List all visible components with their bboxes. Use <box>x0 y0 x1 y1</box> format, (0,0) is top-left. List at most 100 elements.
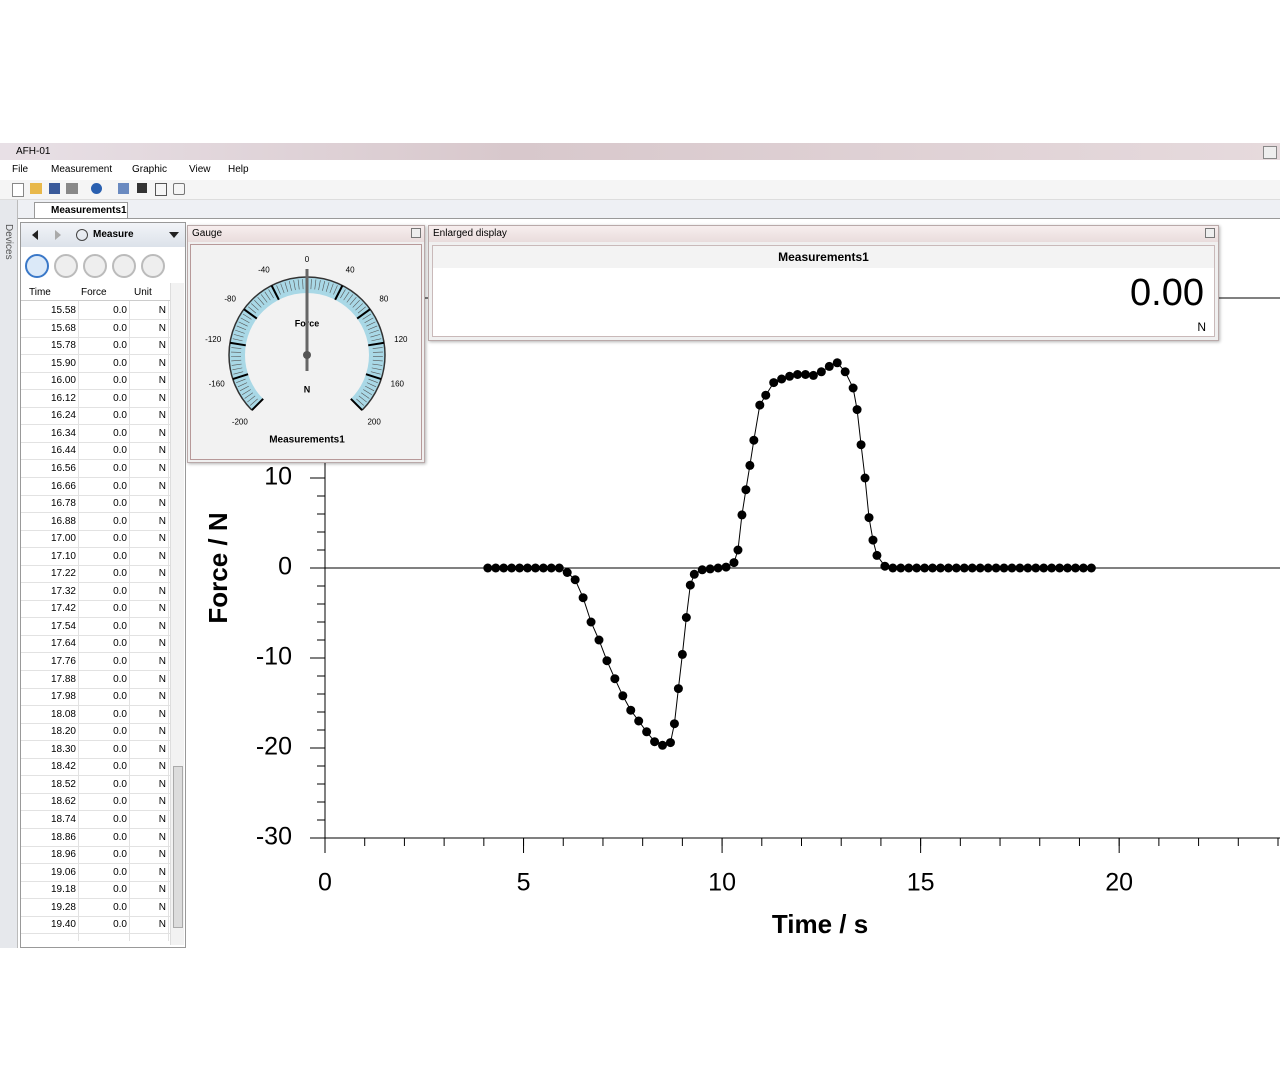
data-point <box>578 593 588 603</box>
scrollbar[interactable] <box>170 283 184 945</box>
tab[interactable]: Measurements1 <box>34 202 128 218</box>
data-point <box>499 563 509 573</box>
row-rule <box>21 880 171 882</box>
hand-button[interactable] <box>112 254 136 278</box>
gauge-minor-tick <box>280 283 285 294</box>
data-point <box>785 371 795 381</box>
data-point <box>634 716 644 726</box>
data-point <box>872 550 882 560</box>
table-cell: 19.40 <box>50 919 76 931</box>
data-point <box>1031 563 1041 573</box>
play-button[interactable] <box>25 254 49 278</box>
menu-item[interactable]: File <box>12 164 29 175</box>
close-button[interactable] <box>411 228 421 238</box>
data-point <box>1086 563 1096 573</box>
table-cell: 16.88 <box>50 515 76 527</box>
row-rule <box>21 459 171 461</box>
data-point <box>610 674 620 684</box>
gauge-minor-tick <box>318 280 321 291</box>
table-cell: 16.24 <box>50 410 76 422</box>
data-point <box>808 370 818 380</box>
column-header: Time <box>29 287 51 298</box>
table-cell: N <box>158 427 166 439</box>
gauge-tick <box>270 285 280 301</box>
data-point <box>697 565 707 575</box>
gauge-minor-tick <box>368 378 378 383</box>
data-point <box>1055 563 1065 573</box>
gauge-minor-tick <box>257 297 265 306</box>
gauge-tick-label: 0 <box>305 255 310 264</box>
data-point <box>840 367 850 377</box>
gauge-tick-label: 80 <box>379 294 388 303</box>
table-cell: N <box>158 726 166 738</box>
gauge-minor-tick <box>238 321 248 327</box>
gauge-minor-tick <box>366 321 376 327</box>
data-point <box>975 563 985 573</box>
row-rule <box>21 441 171 443</box>
table-cell: 0.0 <box>113 831 127 843</box>
table-cell: N <box>158 620 166 632</box>
close-button[interactable] <box>1263 146 1277 159</box>
y-tick-label: 10 <box>264 463 292 491</box>
settings-button[interactable] <box>141 254 165 278</box>
menu-item[interactable]: View <box>189 164 211 175</box>
gauge-minor-tick <box>365 385 375 392</box>
data-point <box>943 563 953 573</box>
menu-item[interactable]: Help <box>228 164 249 175</box>
data-point <box>1023 563 1033 573</box>
window-title: AFH-01 <box>16 146 51 157</box>
gauge-minor-tick <box>362 313 372 320</box>
gauge-minor-tick <box>248 306 257 314</box>
tool-icon[interactable] <box>173 183 185 195</box>
tool-icon[interactable] <box>30 183 42 194</box>
next-button[interactable] <box>55 230 61 240</box>
gauge-minor-tick <box>369 329 379 334</box>
data-point <box>733 545 743 555</box>
data-point <box>546 563 556 573</box>
gauge-minor-tick <box>231 359 242 362</box>
data-point <box>904 563 914 573</box>
sidebar-label[interactable]: Devices <box>3 224 14 260</box>
gauge-tick <box>368 341 385 347</box>
table-cell: 0.0 <box>113 673 127 685</box>
tool-icon[interactable] <box>137 183 147 193</box>
tool-icon[interactable] <box>12 183 24 197</box>
table-cell: 16.56 <box>50 462 76 474</box>
scroll-thumb[interactable] <box>173 766 183 928</box>
table-cell: 18.86 <box>50 831 76 843</box>
tool-icon[interactable] <box>49 183 60 194</box>
table-cell: 0.0 <box>113 691 127 703</box>
table-cell: 18.42 <box>50 761 76 773</box>
data-point <box>999 563 1009 573</box>
tool-icon[interactable] <box>66 183 78 194</box>
data-point <box>935 563 945 573</box>
close-button[interactable] <box>1205 228 1215 238</box>
gauge-minor-tick <box>325 282 330 292</box>
row-rule <box>21 810 171 812</box>
table-cell: 18.74 <box>50 813 76 825</box>
pause-button[interactable] <box>54 254 78 278</box>
tool-icon[interactable] <box>118 183 129 194</box>
table-cell: 0.0 <box>113 778 127 790</box>
column-header: Force <box>81 287 107 298</box>
table-cell: 0.0 <box>113 357 127 369</box>
table-cell: 17.76 <box>50 656 76 667</box>
prev-button[interactable] <box>32 230 38 240</box>
data-point <box>713 563 723 573</box>
gauge-tick-label: 160 <box>391 379 405 388</box>
mode-label[interactable]: Measure <box>93 229 134 240</box>
mode-dropdown[interactable] <box>169 232 179 238</box>
stop-button[interactable] <box>83 254 107 278</box>
data-point <box>665 738 675 748</box>
gauge-minor-tick <box>242 313 252 320</box>
tool-icon[interactable] <box>155 183 167 196</box>
tool-icon[interactable] <box>91 183 102 194</box>
menu-item[interactable]: Measurement <box>51 164 113 175</box>
row-rule <box>21 389 171 391</box>
table-cell: 0.0 <box>113 340 127 352</box>
table-cell: 17.98 <box>50 691 76 703</box>
menu-item[interactable]: Graphic <box>132 164 168 175</box>
table-cell: 18.62 <box>50 796 76 808</box>
table-cell: N <box>158 761 166 773</box>
gauge-tick <box>365 373 382 381</box>
